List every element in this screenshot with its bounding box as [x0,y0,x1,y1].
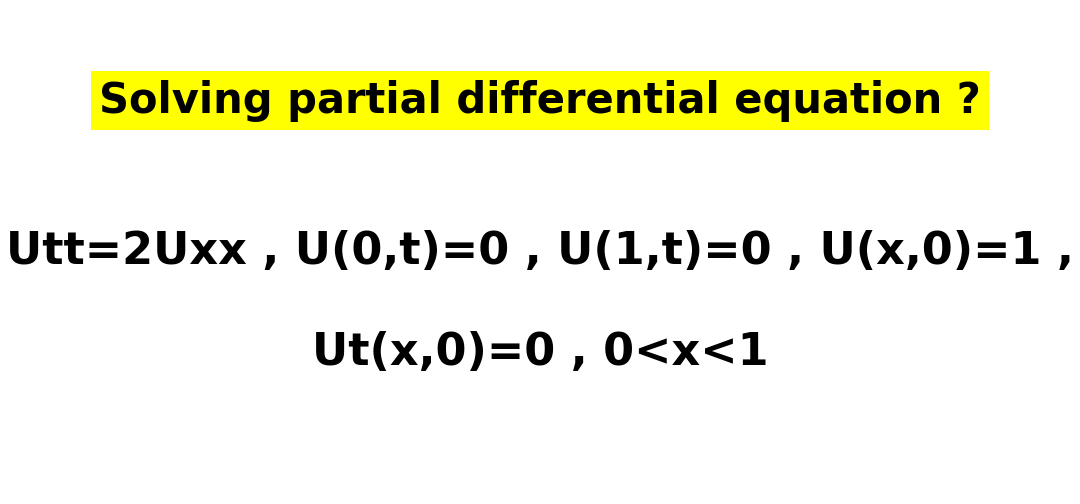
Text: Solving partial differential equation ?: Solving partial differential equation ? [99,80,981,122]
Text: Ut(x,0)=0 , 0<x<1: Ut(x,0)=0 , 0<x<1 [312,331,768,374]
Text: Utt=2Uxx , U(0,t)=0 , U(1,t)=0 , U(x,0)=1 ,: Utt=2Uxx , U(0,t)=0 , U(1,t)=0 , U(x,0)=… [6,230,1074,274]
